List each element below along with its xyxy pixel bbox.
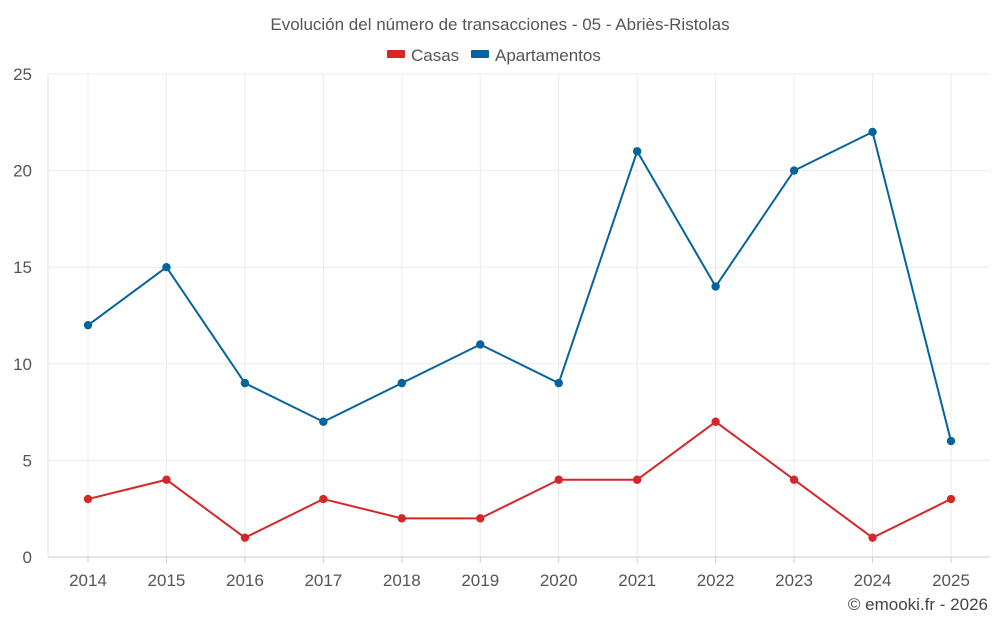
- data-point-casas[interactable]: [868, 533, 877, 542]
- data-point-casas[interactable]: [319, 494, 328, 504]
- data-point-apartamentos[interactable]: [711, 282, 720, 291]
- data-point-apartamentos[interactable]: [476, 340, 485, 349]
- y-tick-label: 25: [13, 65, 32, 84]
- x-tick-label: 2024: [854, 571, 892, 590]
- y-tick-label: 15: [13, 258, 32, 277]
- series-line-casas: [87, 420, 952, 539]
- legend-swatch-casas: [387, 50, 405, 58]
- x-tick-label: 2017: [304, 571, 342, 590]
- y-tick-label: 0: [23, 548, 32, 567]
- data-point-apartamentos[interactable]: [240, 378, 250, 388]
- series-casas: [83, 417, 956, 542]
- data-point-casas[interactable]: [946, 494, 956, 504]
- y-tick-label: 20: [13, 162, 32, 181]
- data-point-apartamentos[interactable]: [632, 147, 642, 156]
- y-tick-label: 5: [23, 451, 32, 470]
- x-tick-label: 2016: [226, 571, 264, 590]
- legend-item-casas[interactable]: Casas: [387, 46, 459, 65]
- x-tick-label: 2023: [775, 571, 813, 590]
- data-point-casas[interactable]: [83, 494, 93, 504]
- legend-swatch-apartamentos: [471, 50, 489, 58]
- data-point-casas[interactable]: [711, 417, 720, 426]
- data-point-casas[interactable]: [789, 475, 799, 484]
- data-point-apartamentos[interactable]: [946, 436, 956, 446]
- chart-title: Evolución del número de transacciones - …: [270, 15, 729, 34]
- data-point-apartamentos[interactable]: [162, 263, 171, 272]
- legend: Casas Apartamentos: [387, 46, 601, 65]
- data-point-casas[interactable]: [162, 475, 171, 484]
- x-tick-label: 2022: [697, 571, 735, 590]
- x-tick-label: 2014: [69, 571, 107, 590]
- data-point-apartamentos[interactable]: [319, 417, 328, 426]
- data-point-apartamentos[interactable]: [789, 166, 799, 175]
- footer-credit: © emooki.fr - 2026: [848, 595, 988, 614]
- data-point-apartamentos[interactable]: [397, 378, 407, 388]
- legend-label-apartamentos: Apartamentos: [495, 46, 601, 65]
- data-point-apartamentos[interactable]: [554, 378, 563, 388]
- legend-item-apartamentos[interactable]: Apartamentos: [471, 46, 601, 65]
- legend-label-casas: Casas: [411, 46, 459, 65]
- grid: [48, 73, 990, 558]
- x-tick-label: 2025: [932, 571, 970, 590]
- series-line-apartamentos: [87, 130, 952, 442]
- x-tick-label: 2015: [148, 571, 186, 590]
- x-tick-label: 2019: [461, 571, 499, 590]
- x-tick-label: 2018: [383, 571, 421, 590]
- series-apartamentos: [83, 127, 956, 446]
- x-tick-label: 2020: [540, 571, 578, 590]
- x-tick-label: 2021: [618, 571, 656, 590]
- data-point-casas[interactable]: [397, 514, 407, 523]
- data-point-casas[interactable]: [554, 475, 563, 484]
- data-point-casas[interactable]: [476, 514, 485, 523]
- data-point-apartamentos[interactable]: [868, 127, 877, 137]
- series: [83, 127, 956, 542]
- data-point-casas[interactable]: [240, 533, 250, 542]
- y-tick-label: 10: [13, 355, 32, 374]
- data-point-casas[interactable]: [632, 475, 642, 484]
- data-point-apartamentos[interactable]: [83, 320, 93, 330]
